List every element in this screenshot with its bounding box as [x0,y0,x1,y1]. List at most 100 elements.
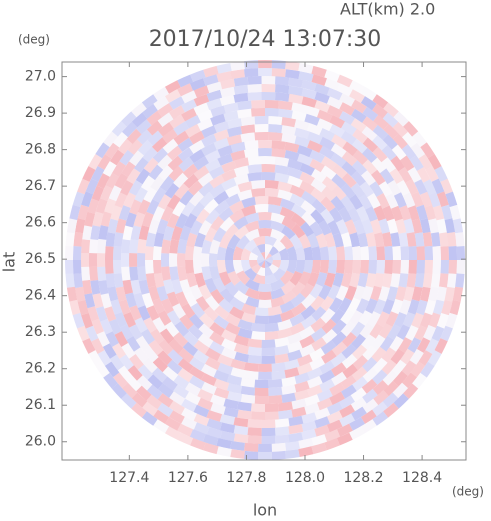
radar-cell [372,135,388,151]
radar-cell [362,159,378,175]
radar-cell [286,246,297,260]
radar-cell [205,347,221,362]
radar-cell [340,183,356,199]
radar-cell [233,433,249,444]
radar-cell [351,170,366,187]
radar-cell [391,144,407,161]
radar-cell [383,123,399,140]
radar-cell [204,277,217,293]
radar-cell [423,179,436,195]
radar-cell [193,340,210,355]
radar-cell [225,184,241,198]
radar-cell [321,186,337,202]
radar-cell [327,260,337,274]
radar-cell [287,158,303,171]
radar-cell [121,111,137,127]
radar-cell [425,166,439,182]
radar-cell [265,260,273,264]
radar-cell [112,343,126,359]
radar-cell [315,272,328,287]
radar-cell [240,116,256,126]
radar-cell [129,305,142,321]
radar-cell [240,132,256,143]
radar-cell [362,106,379,122]
radar-cell [162,128,178,144]
radar-cell [157,310,172,326]
radar-cell [456,246,465,260]
radar-cell [134,187,148,203]
radar-cell [133,292,146,308]
radar-cell [234,157,249,169]
radar-cell [173,384,189,399]
radar-cell [319,145,335,160]
radar-cell [265,107,279,117]
radar-cell [261,164,276,173]
radar-cell [233,84,249,95]
radar-cell [177,238,188,254]
radar-cell [280,270,294,285]
radar-cell [146,199,160,215]
radar-cell [369,181,384,197]
radar-cell [136,129,153,145]
radar-cell [341,172,357,188]
radar-cell [392,246,402,260]
radar-cell [178,156,194,172]
radar-cell [193,413,210,426]
radar-cell [344,260,354,275]
radar-cell [169,266,180,281]
radar-cell [297,354,313,367]
radar-cell [298,438,314,449]
radar-cell [291,102,307,114]
radar-cell [299,162,315,176]
radar-cell [371,157,387,174]
radar-cell [205,295,220,311]
radar-cell [419,191,433,208]
radar-cell [290,212,306,228]
radar-cell [297,145,313,158]
radar-cell [449,204,461,221]
radar-cell [329,123,345,138]
radar-cell [153,96,170,111]
radar-cell [118,299,131,315]
radar-cell [265,273,277,284]
radar-cell [233,417,249,428]
radar-cell [378,286,390,302]
radar-cell [166,359,183,375]
radar-cell [244,442,259,452]
radar-cell [335,219,349,235]
radar-cell [324,272,336,288]
radar-cell [240,394,256,404]
radar-cell [230,150,246,162]
radar-cell [270,212,285,224]
radar-cell [210,288,225,304]
radar-cell [216,246,227,260]
radar-cell [261,172,276,181]
radar-cell [153,86,169,101]
radar-cell [117,365,133,382]
radar-cell [223,110,239,122]
radar-cell [361,378,378,394]
radar-cell [237,319,253,331]
radar-cell [274,353,290,364]
radar-cell [370,219,382,235]
radar-cell [189,313,204,330]
radar-cell [190,201,206,218]
radar-cell [208,253,218,267]
radar-cell [327,220,341,236]
radar-cell [304,394,320,407]
radar-cell [148,285,160,301]
radar-cell [236,235,250,250]
radar-cell [352,376,368,392]
radar-cell [206,81,223,93]
radar-cell [317,397,333,411]
y-axis-label: lat [0,252,19,273]
radar-cell [258,212,272,221]
radar-cell [352,260,362,274]
radar-cell [278,409,293,420]
radar-cell [258,371,272,381]
radar-cell [393,192,407,208]
radar-cell [368,260,377,274]
radar-cell [271,68,286,78]
radar-cell [327,401,343,415]
